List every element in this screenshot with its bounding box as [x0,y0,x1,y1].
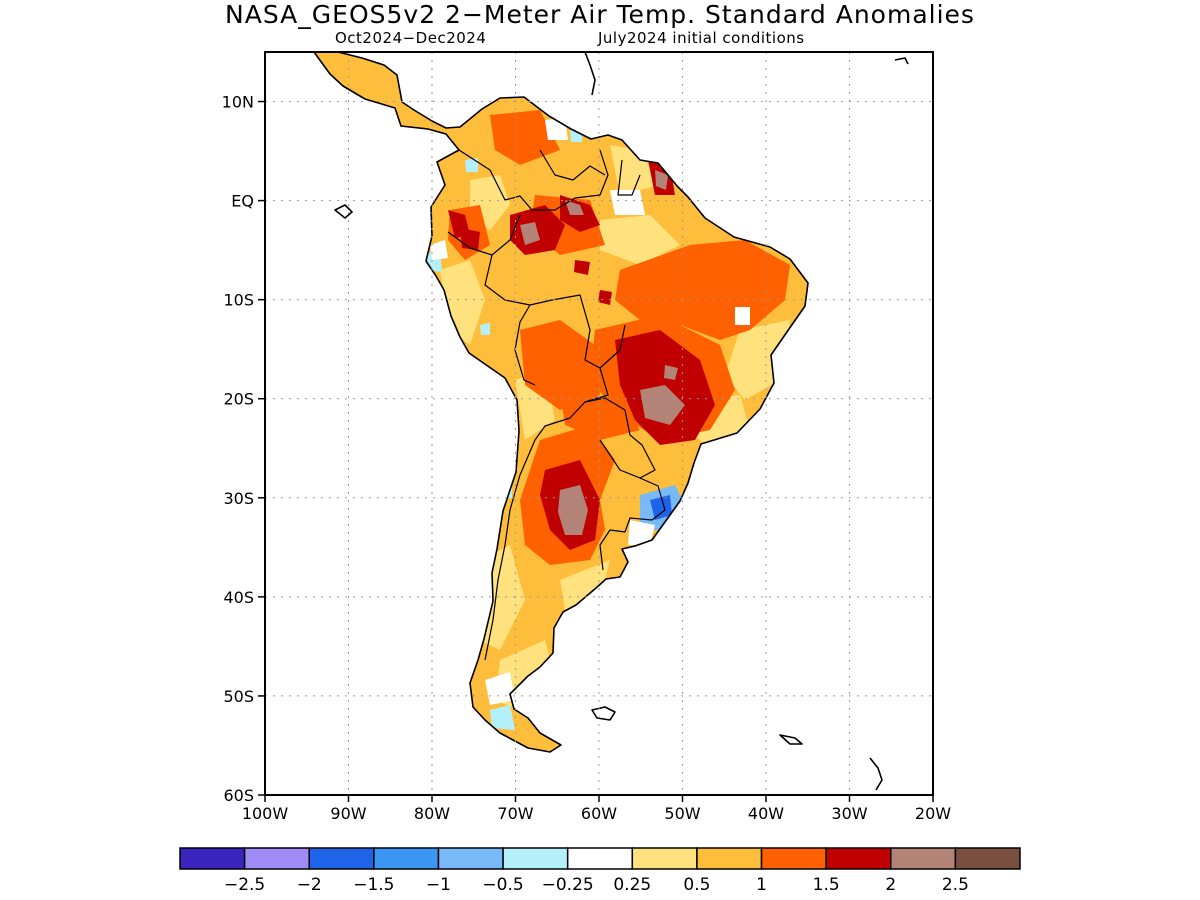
lat-tick-label: 50S [223,687,254,706]
anomaly-field [313,52,909,791]
initial-conditions: July2024 initial conditions [598,29,805,47]
lon-tick-label: 40W [748,804,784,823]
latitude-labels: 10N EQ 10S 20S 30S 40S 50S 60S [222,93,254,805]
color-bar-swatch [954,847,1021,870]
country-borders [447,149,666,661]
color-bar-label: −0.5 [482,875,523,895]
lon-tick-label: 60W [581,804,617,823]
color-bar-swatch [890,847,957,870]
lat-tick-label: 10N [222,93,254,112]
color-bar [179,847,1021,870]
lat-tick-label: 40S [223,588,254,607]
color-bar-label: 2.5 [942,875,969,895]
lon-tick-label: 20W [915,804,951,823]
color-bar-label: −2.5 [224,875,265,895]
color-bar-label: −1 [426,875,451,895]
lon-tick-label: 70W [497,804,533,823]
color-bar-swatch [825,847,892,870]
coastlines [313,52,909,791]
color-bar-swatch [696,847,763,870]
lon-tick-label: 80W [414,804,450,823]
color-bar-swatch [566,847,634,870]
color-bar-label: −2 [297,875,322,895]
lon-tick-label: 90W [330,804,366,823]
color-bar-labels: −2.5 −2 −1.5 −1 −0.5 −0.25 0.25 0.5 1 1.5 2 2.5 [224,875,969,895]
map-title: NASA_GEOS5v2 2−Meter Air Temp. Standard … [225,0,975,29]
lat-tick-label: 10S [223,291,254,310]
lat-tick-label: 60S [223,786,254,805]
color-bar-label: 0.5 [683,875,710,895]
color-bar-label: 1.5 [813,875,840,895]
anomaly-extreme-zones [520,170,685,535]
color-bar-swatch [437,847,504,870]
longitude-labels: 100W 90W 80W 70W 60W 50W 40W 30W 20W [242,804,951,823]
color-bar-label: −0.25 [542,875,594,895]
color-bar-swatch [631,847,698,870]
lat-tick-label: EQ [231,192,254,211]
lon-tick-label: 100W [242,804,289,823]
color-bar-label: 1 [756,875,767,895]
lon-tick-label: 30W [831,804,867,823]
color-bar-label: 0.25 [613,875,651,895]
lon-tick-label: 50W [664,804,700,823]
forecast-period: Oct2024−Dec2024 [335,29,487,47]
lat-tick-label: 30S [223,489,254,508]
anomaly-neutral-zones [430,118,750,705]
color-bar-swatch [760,847,827,870]
color-bar-swatch [308,847,375,870]
color-bar-label: −1.5 [353,875,394,895]
color-bar-swatch [373,847,440,870]
color-bar-swatch [502,847,569,870]
color-bar-label: 2 [885,875,896,895]
color-bar-swatch [179,847,246,870]
color-bar-swatch [243,847,310,870]
axis-ticks [258,100,934,802]
lat-tick-label: 20S [223,390,254,409]
